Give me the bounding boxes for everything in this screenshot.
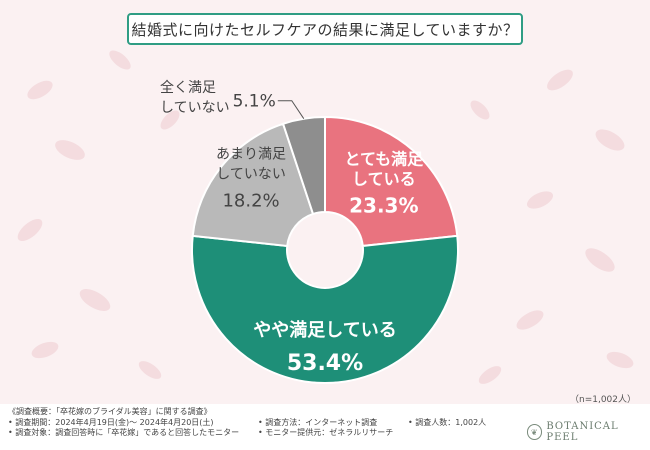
brand-name: BOTANICAL PEEL — [546, 421, 619, 443]
slice-label-3-line-1: していない — [160, 100, 230, 116]
footer-col-count: • 調査人数：1,002人 — [408, 418, 486, 429]
footer-target: • 調査対象：調査回答時に「卒花嫁」であると回答したモニター — [8, 428, 240, 437]
footer-overview: 《調査概要：「卒花嫁のブライダル美容」に関する調査》 — [8, 407, 212, 416]
slice-value-3: 5.1% — [233, 92, 276, 112]
slice-label-0-line-0: とても満足 — [344, 150, 424, 169]
slice-value-2: 18.2% — [222, 190, 279, 211]
slice-label-2-line-1: していない — [216, 166, 286, 182]
chart-title: 結婚式に向けたセルフケアの結果に満足していますか？ — [127, 13, 523, 45]
slice-label-3-line-0: 全く満足 — [160, 79, 216, 96]
donut-slice-1 — [191, 234, 459, 384]
donut-slice-3 — [281, 115, 326, 216]
donut-slice-2 — [191, 122, 315, 248]
footer-period: • 調査期間：2024年4月19日(金)～ 2024年4月20日(土) — [8, 417, 214, 427]
slice-value-1: 53.4% — [287, 351, 363, 376]
slice-label-0-line-1: している — [352, 170, 416, 189]
footer-provider: • モニター提供元：ゼネラルリサーチ — [258, 428, 394, 437]
footer-col-method: • 調査方法：インターネット調査 • モニター提供元：ゼネラルリサーチ — [258, 418, 393, 439]
survey-footer: 《調査概要：「卒花嫁のブライダル美容」に関する調査》 • 調査期間：2024年4… — [0, 404, 650, 450]
slice-label-1-line-0: やや満足している — [253, 319, 396, 341]
sample-size-label: （n=1,002人） — [569, 395, 636, 405]
footer-col-overview: 《調査概要：「卒花嫁のブライダル美容」に関する調査》 • 調査期間：2024年4… — [8, 407, 239, 439]
footer-method: • 調査方法：インターネット調査 — [258, 417, 378, 427]
botanical-leaf-logo-icon: ❦ — [527, 424, 543, 440]
slice-value-0: 23.3% — [349, 194, 418, 218]
slice-label-2-line-0: あまり満足 — [216, 146, 286, 162]
footer-count: • 調査人数：1,002人 — [408, 417, 487, 427]
slice-leader-3 — [277, 100, 305, 119]
brand-logo: ❦ BOTANICAL PEEL — [527, 421, 650, 443]
donut-slice-0 — [324, 115, 459, 248]
